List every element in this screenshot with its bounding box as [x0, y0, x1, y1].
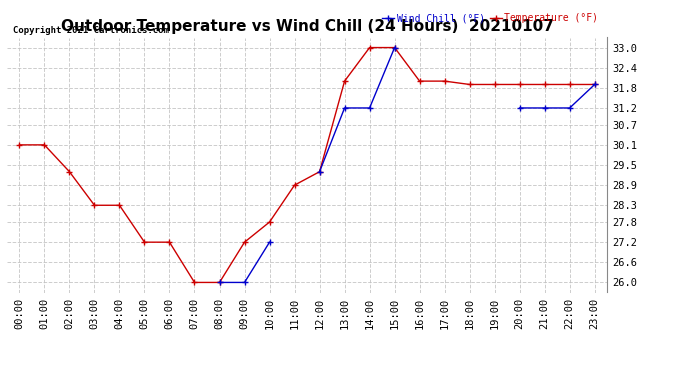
Wind Chill (°F)	[215, 280, 224, 285]
Wind Chill (°F)	[240, 280, 248, 285]
Temperature (°F)	[340, 79, 348, 83]
Temperature (°F)	[290, 183, 299, 188]
Temperature (°F)	[466, 82, 474, 87]
Temperature (°F)	[140, 240, 148, 244]
Temperature (°F)	[190, 280, 199, 285]
Temperature (°F)	[540, 82, 549, 87]
Temperature (°F)	[90, 203, 99, 207]
Temperature (°F)	[515, 82, 524, 87]
Temperature (°F)	[166, 240, 174, 244]
Temperature (°F)	[66, 170, 74, 174]
Temperature (°F)	[440, 79, 449, 83]
Temperature (°F)	[266, 220, 274, 224]
Text: Copyright 2021 Cartronics.com: Copyright 2021 Cartronics.com	[13, 26, 169, 35]
Temperature (°F)	[591, 82, 599, 87]
Wind Chill (°F)	[266, 240, 274, 244]
Line: Temperature (°F): Temperature (°F)	[17, 45, 598, 285]
Temperature (°F)	[491, 82, 499, 87]
Temperature (°F)	[115, 203, 124, 207]
Temperature (°F)	[415, 79, 424, 83]
Temperature (°F)	[40, 142, 48, 147]
Title: Outdoor Temperature vs Wind Chill (24 Hours)  20210107: Outdoor Temperature vs Wind Chill (24 Ho…	[61, 18, 553, 33]
Temperature (°F)	[215, 280, 224, 285]
Temperature (°F)	[366, 45, 374, 50]
Temperature (°F)	[391, 45, 399, 50]
Temperature (°F)	[315, 170, 324, 174]
Legend: Wind Chill (°F), Temperature (°F): Wind Chill (°F), Temperature (°F)	[378, 9, 602, 27]
Temperature (°F)	[15, 142, 23, 147]
Temperature (°F)	[240, 240, 248, 244]
Line: Wind Chill (°F): Wind Chill (°F)	[217, 239, 273, 285]
Temperature (°F)	[566, 82, 574, 87]
